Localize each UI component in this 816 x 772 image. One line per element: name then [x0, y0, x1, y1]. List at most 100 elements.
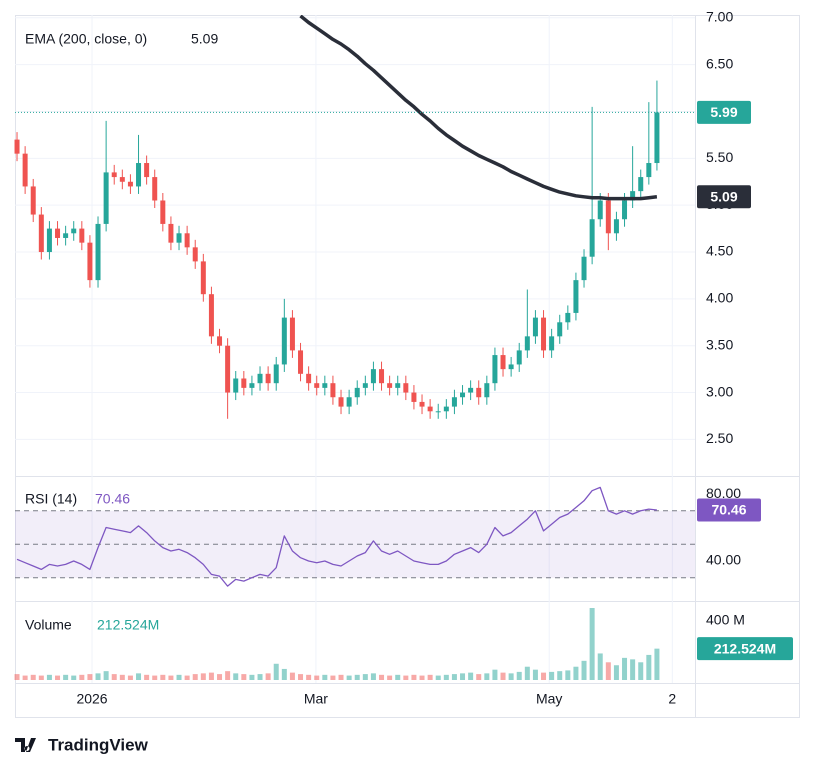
volume-bar: [476, 674, 482, 680]
x-tick-label: Mar: [304, 691, 328, 707]
candle-body: [581, 256, 587, 281]
rsi-legend-value: 70.46: [95, 491, 130, 507]
volume-tag: 212.524M: [714, 640, 776, 656]
volume-bar: [184, 675, 190, 680]
volume-bar: [71, 675, 77, 680]
volume-bar: [144, 674, 150, 680]
volume-bar: [492, 669, 498, 680]
volume-bar: [330, 675, 336, 680]
volume-bar: [95, 673, 101, 680]
volume-bar: [565, 670, 571, 680]
candle-body: [597, 200, 603, 220]
candle-body: [103, 172, 109, 224]
volume-legend-value: 212.524M: [97, 617, 159, 633]
volume-bar: [225, 671, 231, 680]
y-tick-label: 7.00: [706, 9, 733, 25]
candle-body: [111, 172, 117, 178]
volume-bar: [638, 662, 644, 680]
candle-body: [14, 139, 20, 154]
volume-bar: [176, 674, 182, 680]
rsi-tag: 70.46: [711, 502, 746, 518]
candle-body: [557, 322, 563, 337]
candle-body: [330, 383, 336, 398]
volume-bar: [500, 672, 506, 680]
volume-bar: [217, 674, 223, 680]
candle-body: [476, 387, 482, 398]
volume-bar: [46, 674, 52, 680]
volume-bar: [508, 673, 514, 680]
rsi-line: [16, 486, 657, 587]
candle-body: [630, 191, 636, 201]
rsi-legend: RSI (14): [25, 491, 77, 507]
volume-bar: [119, 674, 125, 680]
volume-bar: [152, 675, 158, 680]
volume-bar: [589, 608, 595, 680]
volume-bar: [541, 672, 547, 680]
rsi-tick-label: 80.00: [706, 485, 741, 501]
candle-body: [435, 411, 441, 413]
candle-body: [346, 397, 352, 407]
candle-body: [168, 223, 174, 243]
candle-body: [306, 373, 312, 384]
candle-body: [46, 228, 52, 253]
volume-bar: [208, 672, 214, 680]
candle-body: [87, 242, 93, 281]
volume-bar: [249, 674, 255, 680]
candle-body: [605, 200, 611, 234]
candle-body: [549, 336, 555, 351]
volume-bar: [613, 665, 619, 680]
x-tick-label: May: [536, 691, 562, 707]
volume-bar: [289, 672, 295, 680]
volume-bar: [314, 675, 320, 680]
ema-tag-bg: [697, 185, 751, 209]
volume-bar: [451, 674, 457, 680]
candle-body: [233, 378, 239, 393]
candle-body: [338, 397, 344, 407]
candle-body: [273, 364, 279, 384]
volume-bar: [127, 675, 133, 680]
candle-body: [176, 233, 182, 243]
ema-line: [299, 15, 658, 201]
rsi-tag-bg: [697, 498, 761, 522]
candle-body: [322, 383, 328, 388]
candle-body: [119, 177, 125, 182]
volume-bar: [597, 653, 603, 680]
volume-bar: [79, 674, 85, 680]
volume-bar: [63, 674, 69, 680]
volume-bar: [168, 675, 174, 680]
y-tick-label: 3.00: [706, 383, 733, 399]
candle-body: [500, 355, 506, 370]
candle-body: [127, 181, 133, 187]
volume-bar: [646, 654, 652, 680]
candle-body: [192, 247, 198, 262]
candle-body: [152, 177, 158, 201]
candle-body: [370, 369, 376, 384]
candle-body: [451, 397, 457, 407]
ema-legend-value: 5.09: [191, 31, 218, 47]
candle-body: [184, 233, 190, 248]
candle-body: [516, 350, 522, 365]
candle-body: [646, 163, 652, 178]
candle-body: [136, 163, 142, 187]
volume-bar: [395, 674, 401, 680]
volume-legend: Volume: [25, 617, 72, 633]
candle-body: [654, 112, 660, 164]
volume-bar: [103, 671, 109, 680]
candle-body: [281, 317, 287, 365]
volume-bar: [605, 662, 611, 680]
candle-body: [63, 233, 69, 238]
volume-bar: [524, 666, 530, 680]
y-tick-label: 4.50: [706, 243, 733, 259]
volume-bar: [484, 673, 490, 680]
volume-bar: [38, 675, 44, 680]
volume-bar: [435, 675, 441, 680]
volume-bar: [379, 674, 385, 680]
volume-bar: [136, 673, 142, 680]
volume-bar: [338, 674, 344, 680]
volume-bar: [233, 673, 239, 680]
volume-bar: [87, 674, 93, 680]
candle-body: [208, 294, 214, 337]
brand-name: TradingView: [48, 735, 149, 754]
candle-body: [403, 383, 409, 393]
candle-body: [55, 228, 61, 238]
